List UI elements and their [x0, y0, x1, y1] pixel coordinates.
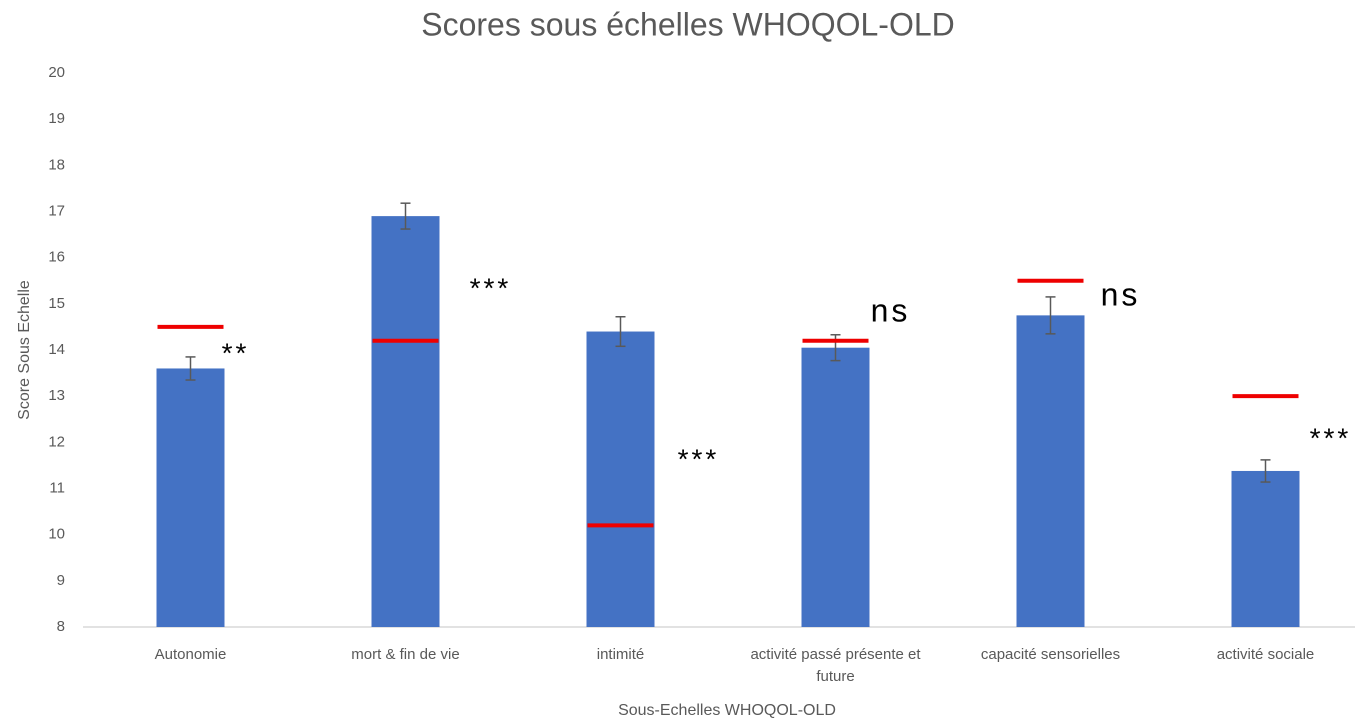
y-tick-label: 17 — [48, 202, 65, 219]
y-tick-label: 18 — [48, 156, 65, 173]
x-tick-label: activité sociale — [1216, 646, 1315, 663]
y-tick-label: 14 — [48, 341, 65, 358]
y-tick-label: 13 — [48, 387, 65, 404]
y-axis-title: Score Sous Echelle — [16, 280, 33, 420]
y-tick-label: 15 — [48, 295, 65, 312]
bar — [156, 368, 225, 627]
x-axis-title: Sous-Echelles WHOQOL-OLD — [618, 702, 836, 719]
y-tick-label: 20 — [48, 64, 65, 81]
y-tick-label: 16 — [48, 249, 65, 266]
bar — [801, 347, 870, 627]
y-tick-label: 9 — [57, 572, 65, 589]
significance-label: *** — [470, 272, 512, 303]
y-tick-label: 12 — [48, 433, 65, 450]
significance-label: ns — [871, 292, 911, 328]
x-tick-label: activité passé présente et future — [750, 646, 921, 685]
x-tick-label: capacité sensorielles — [980, 646, 1121, 663]
significance-label: ** — [222, 337, 250, 368]
significance-label: *** — [678, 443, 720, 474]
x-tick-label: mort & fin de vie — [351, 646, 460, 663]
y-tick-label: 8 — [57, 618, 65, 635]
x-tick-label: intimité — [596, 646, 645, 663]
y-tick-label: 10 — [48, 526, 65, 543]
y-tick-label: 11 — [49, 479, 65, 496]
significance-label: ns — [1101, 276, 1141, 312]
bar — [371, 216, 440, 627]
y-tick-label: 19 — [48, 110, 65, 127]
chart-title: Scores sous échelles WHOQOL-OLD — [421, 6, 955, 42]
bar — [1231, 470, 1300, 627]
significance-label: *** — [1310, 422, 1352, 453]
bar — [586, 331, 655, 627]
x-tick-label: Autonomie — [154, 646, 227, 663]
bar — [1016, 315, 1085, 627]
